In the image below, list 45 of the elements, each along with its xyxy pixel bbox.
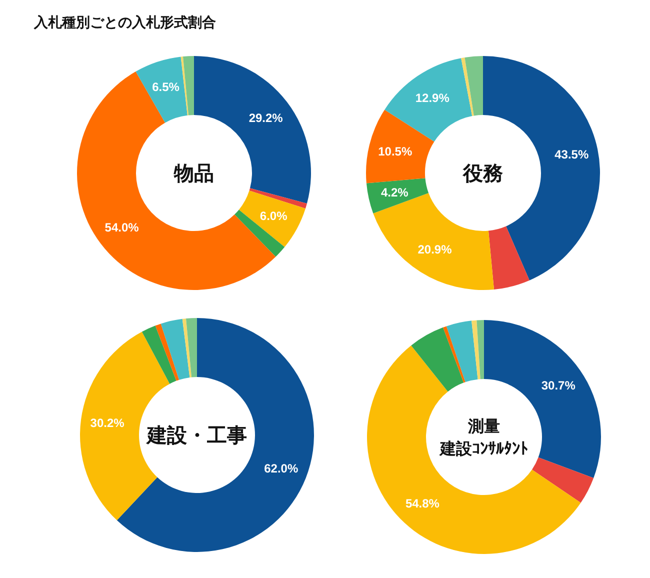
donut-slice bbox=[472, 320, 480, 380]
donut-slice bbox=[532, 457, 594, 503]
donut-slice bbox=[182, 318, 192, 378]
donut-slice bbox=[442, 326, 466, 383]
donut-slice bbox=[182, 56, 194, 116]
data-label: 29.2% bbox=[248, 110, 284, 125]
donut-slice bbox=[238, 190, 306, 248]
donut-slice bbox=[234, 210, 285, 257]
data-label: 6.5% bbox=[152, 80, 180, 94]
donut-slice bbox=[136, 56, 188, 123]
text: 建設・工事 bbox=[145, 424, 247, 447]
donut-slice bbox=[483, 56, 600, 280]
donut-slice bbox=[186, 318, 197, 378]
data-label: 30.2% bbox=[90, 416, 125, 430]
text: 入札種別ごとの入札形式割合 bbox=[33, 14, 216, 30]
text: 物品 bbox=[173, 163, 214, 185]
donut-slice bbox=[446, 320, 478, 382]
donut-slice bbox=[464, 56, 483, 116]
data-label: 43.5% bbox=[554, 148, 589, 162]
donut-slice bbox=[461, 57, 474, 116]
data-label: 54.0% bbox=[104, 220, 140, 235]
data-label: 4.2% bbox=[381, 186, 409, 200]
text: 測量 bbox=[467, 417, 500, 436]
data-label: 20.9% bbox=[418, 242, 452, 257]
text: 建設ｺﾝｻﾙﾀﾝﾄ bbox=[438, 440, 528, 458]
donut-slice bbox=[366, 178, 429, 214]
donut-slice bbox=[155, 324, 180, 381]
donut-slice bbox=[142, 326, 176, 384]
donut-slice bbox=[488, 226, 530, 290]
data-label: 6.0% bbox=[260, 209, 288, 224]
data-label: 12.9% bbox=[415, 90, 450, 105]
text: 役務 bbox=[462, 163, 503, 185]
data-label: 10.5% bbox=[378, 144, 412, 158]
donut-slice bbox=[384, 58, 472, 142]
donut-slice bbox=[476, 320, 484, 380]
data-label: 54.8% bbox=[405, 496, 440, 510]
donut-slice bbox=[367, 345, 581, 554]
donut-slice bbox=[249, 188, 307, 208]
donut-slice bbox=[366, 110, 434, 184]
data-label: 30.7% bbox=[541, 378, 576, 392]
donut-slice bbox=[180, 56, 189, 116]
donut-slice bbox=[411, 327, 464, 392]
donut-slice bbox=[160, 318, 190, 380]
data-label: 62.0% bbox=[264, 461, 298, 476]
donut-slice bbox=[194, 56, 311, 204]
